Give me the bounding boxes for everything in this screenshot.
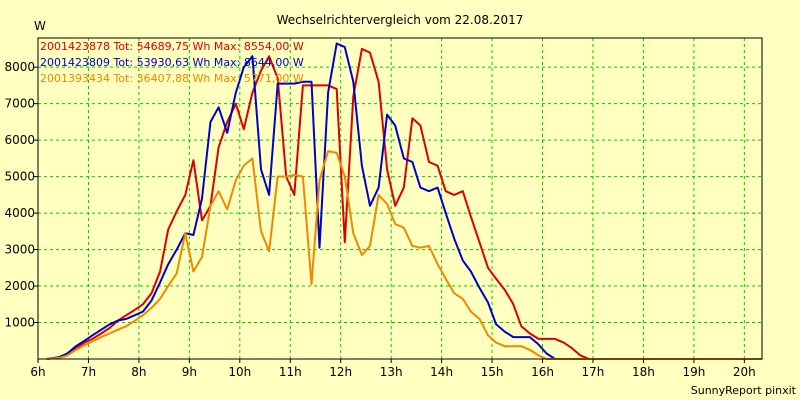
legend-entry-2001423809: 2001423809 Tot: 53930,63 Wh Max: 8644,00… — [40, 56, 304, 69]
x-tick-label: 14h — [430, 365, 453, 379]
x-tick-label: 19h — [682, 365, 705, 379]
x-tick-label: 11h — [279, 365, 302, 379]
x-tick-label: 8h — [131, 365, 146, 379]
x-tick-label: 16h — [531, 365, 554, 379]
y-tick-label: 7000 — [4, 97, 35, 111]
x-axis-ticks: 6h 7h 8h 9h 10h 11h 12h 13h 14h 15h 16h 17h 18h 19h 20… — [30, 359, 756, 379]
y-tick-label: 8000 — [4, 60, 35, 74]
chart-title: Wechselrichtervergleich vom 22.08.2017 — [277, 13, 524, 27]
footer-credit: SunnyReport pinxit — [691, 384, 797, 397]
x-tick-label: 10h — [228, 365, 251, 379]
x-tick-label: 15h — [481, 365, 504, 379]
y-tick-label: 1000 — [4, 316, 35, 330]
x-tick-label: 17h — [582, 365, 605, 379]
x-tick-label: 9h — [182, 365, 197, 379]
y-tick-label: 5000 — [4, 170, 35, 184]
y-unit-label: W — [34, 19, 46, 33]
y-axis-ticks: 1000 2000 3000 4000 5000 6000 7000 8000 — [4, 60, 38, 330]
legend: 2001423878 Tot: 54689,75 Wh Max: 8554,00… — [40, 40, 304, 85]
y-tick-label: 3000 — [4, 243, 35, 257]
plot-frame — [37, 37, 763, 360]
x-tick-label: 18h — [632, 365, 655, 379]
legend-entry-2001423878: 2001423878 Tot: 54689,75 Wh Max: 8554,00… — [40, 40, 304, 53]
x-tick-label: 20h — [733, 365, 756, 379]
x-tick-label: 6h — [30, 365, 45, 379]
legend-entry-2001393434: 2001393434 Tot: 36407,88 Wh Max: 5771,00… — [40, 72, 304, 85]
y-tick-label: 6000 — [4, 133, 35, 147]
x-tick-label: 13h — [380, 365, 403, 379]
y-tick-label: 4000 — [4, 206, 35, 220]
y-tick-label: 2000 — [4, 279, 35, 293]
x-tick-label: 12h — [329, 365, 352, 379]
x-tick-label: 7h — [81, 365, 96, 379]
